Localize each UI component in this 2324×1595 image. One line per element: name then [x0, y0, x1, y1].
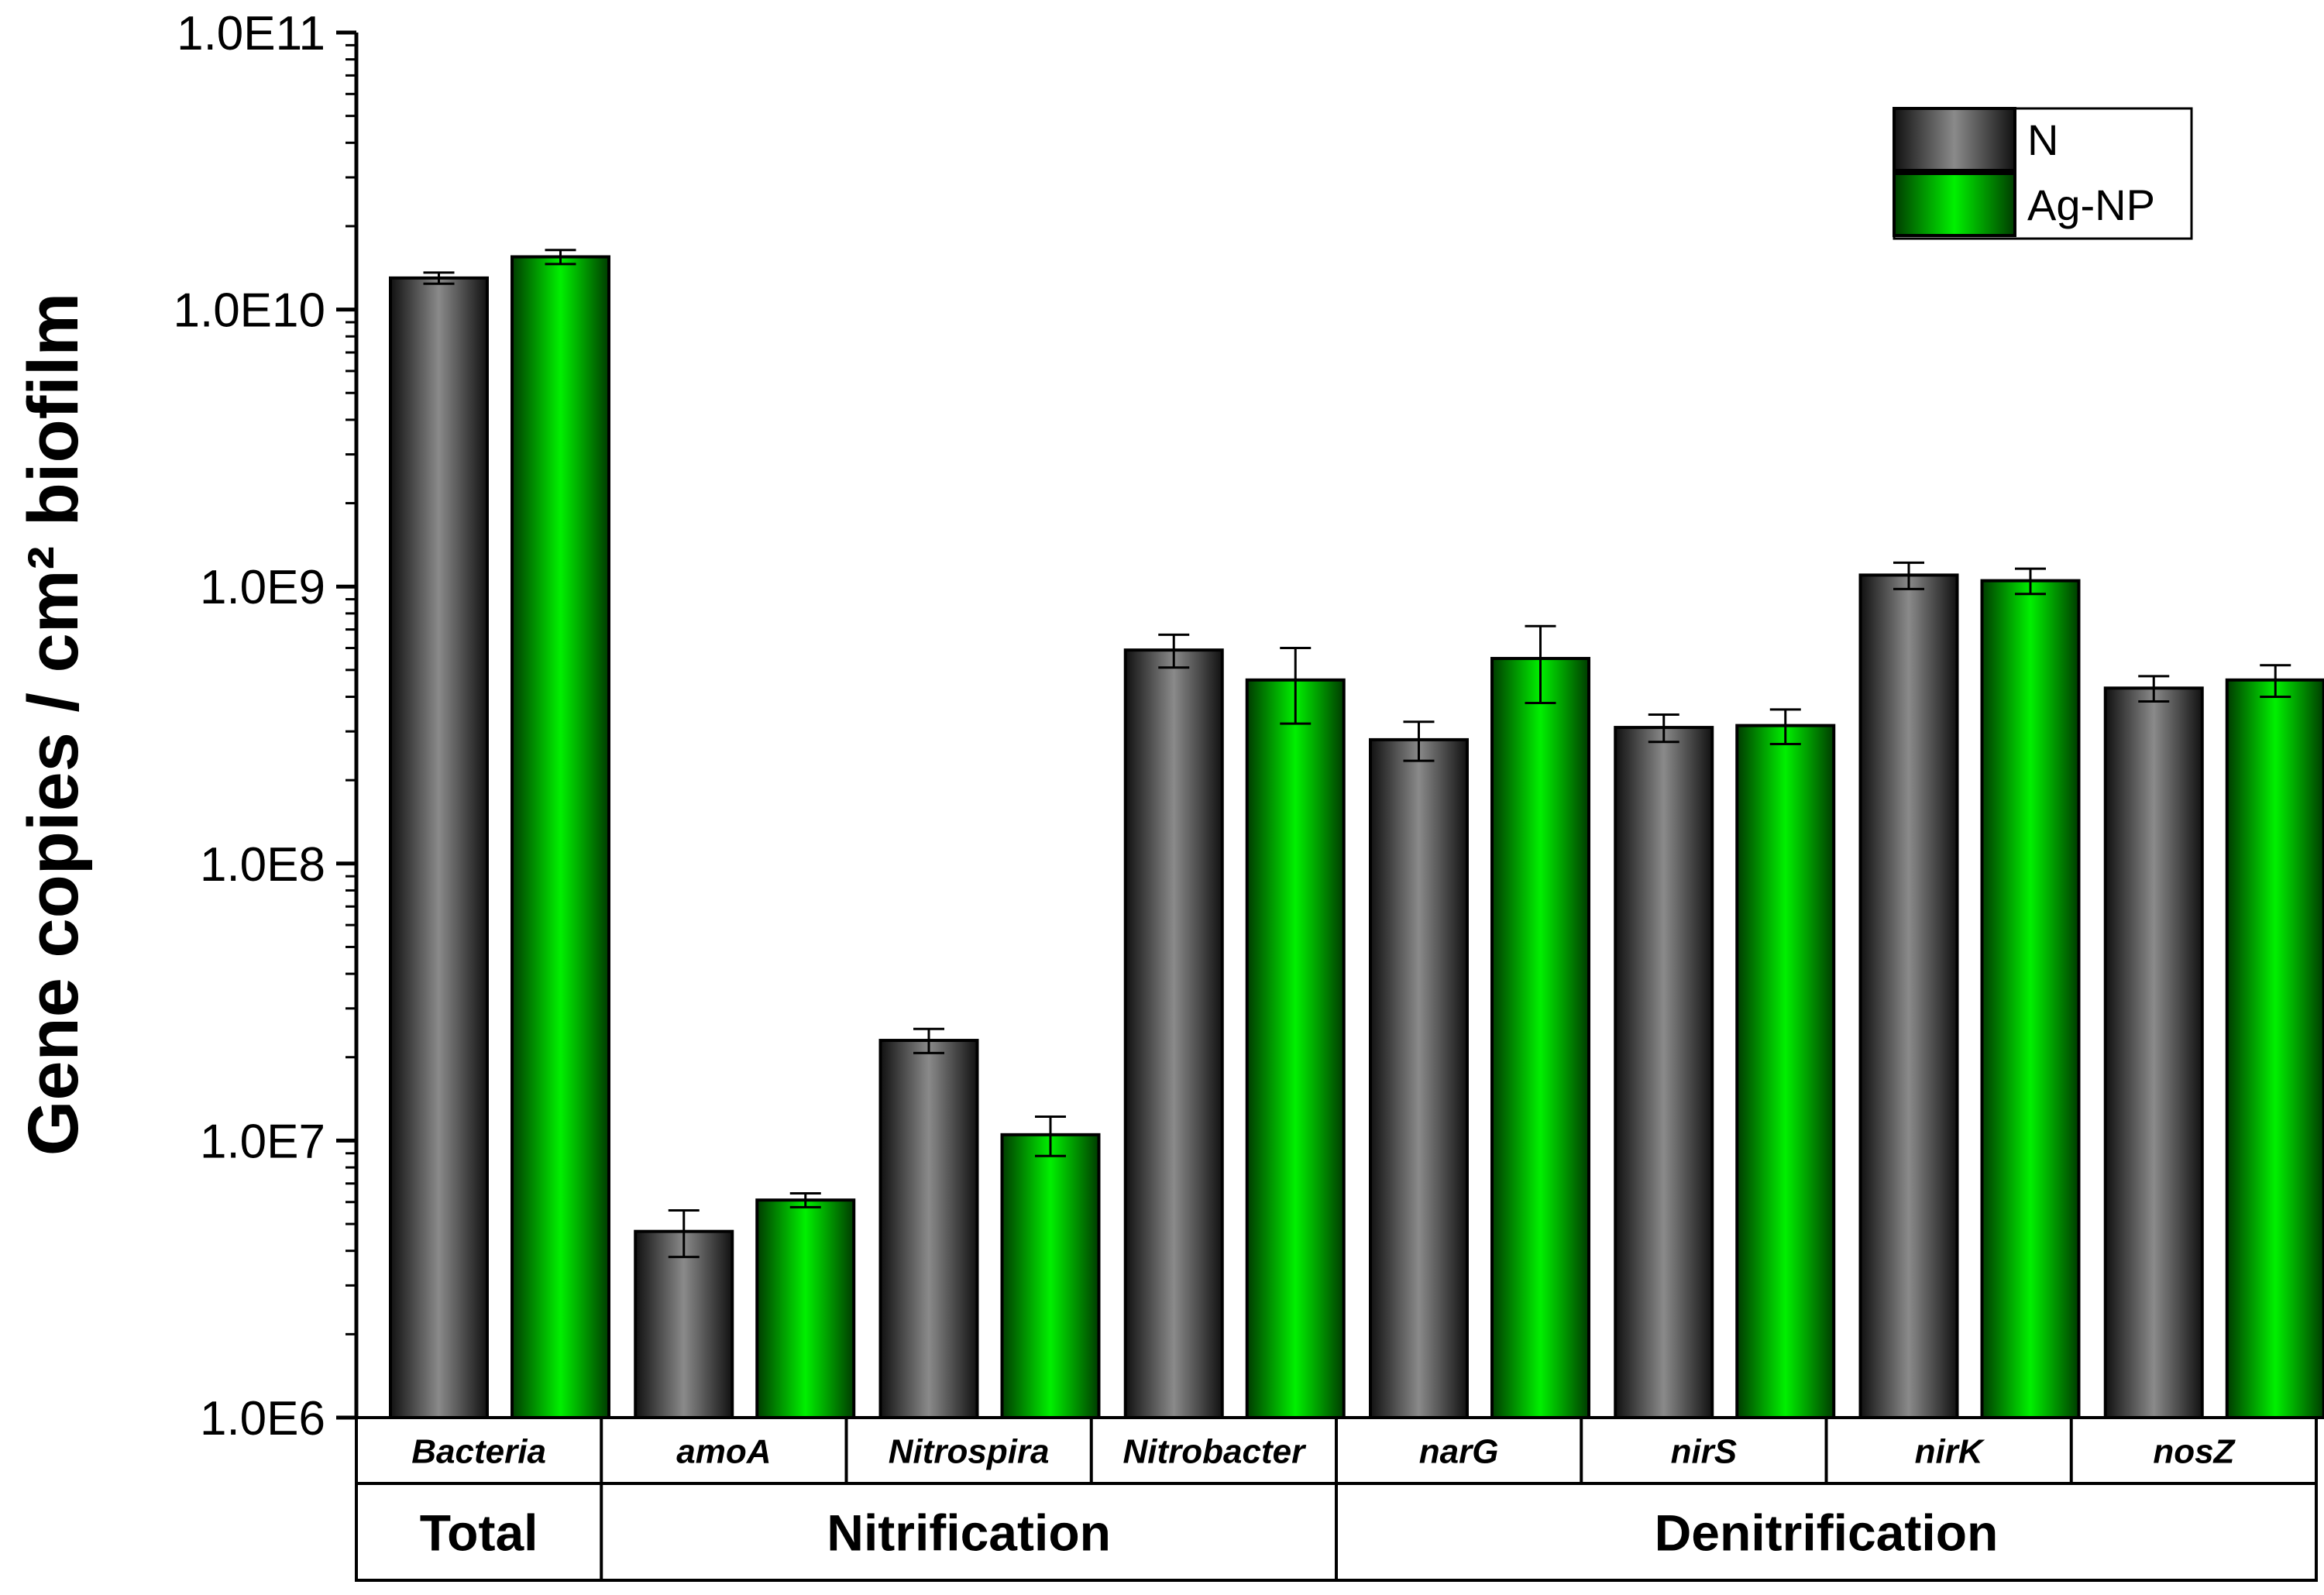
bar-N-Nitrospira — [878, 1039, 979, 1420]
category-label: amoA — [676, 1433, 771, 1471]
bar-Ag-NP-narG — [1490, 657, 1590, 1419]
category-label: Nitrobacter — [1123, 1433, 1308, 1471]
bar-Ag-NP-nosZ — [2225, 678, 2324, 1419]
bar-Ag-NP-nirK — [1980, 579, 2081, 1419]
bar-Ag-NP-amoA — [755, 1198, 856, 1419]
bars — [389, 255, 2324, 1420]
y-tick-label: 1.0E9 — [200, 561, 325, 614]
category-label: Nitrospira — [889, 1433, 1050, 1471]
bar-N-amoA — [634, 1229, 734, 1420]
category-label: nirK — [1915, 1433, 1985, 1471]
bar-Ag-NP-Nitrobacter — [1245, 678, 1346, 1419]
y-axis-ticks — [336, 30, 356, 1420]
category-label: Bacteria — [411, 1433, 546, 1471]
bar-N-nirK — [1858, 573, 1959, 1419]
legend-label: N — [2027, 115, 2058, 164]
legend-swatch-Ag-NP — [1893, 172, 2016, 237]
category-label: nosZ — [2153, 1433, 2236, 1471]
bar-N-Nitrobacter — [1123, 648, 1224, 1419]
y-tick-label: 1.0E6 — [200, 1392, 325, 1445]
y-tick-label: 1.0E7 — [200, 1115, 325, 1168]
legend: N Ag-NP — [1893, 107, 2193, 240]
group-label: Total — [420, 1504, 538, 1562]
bar-N-narG — [1369, 737, 1469, 1419]
y-tick-label: 1.0E10 — [173, 284, 325, 338]
category-label: narG — [1419, 1433, 1499, 1471]
legend-box — [1893, 107, 2193, 240]
bar-N-nosZ — [2103, 686, 2204, 1419]
bar-Ag-NP-Nitrospira — [1000, 1133, 1101, 1420]
y-axis-tick-labels: 1.0E6 1.0E7 1.0E8 1.0E9 1.0E10 1.0E11 — [173, 7, 325, 1445]
bar-Ag-NP-nirS — [1735, 724, 1836, 1419]
legend-label: Ag-NP — [2027, 180, 2155, 229]
bar-Ag-NP-Bacteria — [511, 255, 610, 1420]
category-table: Bacteria amoA Nitrospira Nitrobacter narG nir… — [355, 1416, 2318, 1582]
error-bars — [423, 249, 2291, 1259]
bar-N-nirS — [1614, 726, 1714, 1419]
legend-swatch-N — [1893, 107, 2016, 172]
y-tick-label: 1.0E11 — [177, 7, 325, 60]
group-label: Denitrification — [1655, 1504, 1999, 1562]
group-label: Nitrification — [827, 1504, 1111, 1562]
bar-N-Bacteria — [389, 276, 489, 1419]
category-label: nirS — [1671, 1433, 1738, 1471]
y-tick-label: 1.0E8 — [200, 838, 325, 892]
y-axis-title: Gene copies / cm² biofilm — [14, 293, 93, 1156]
